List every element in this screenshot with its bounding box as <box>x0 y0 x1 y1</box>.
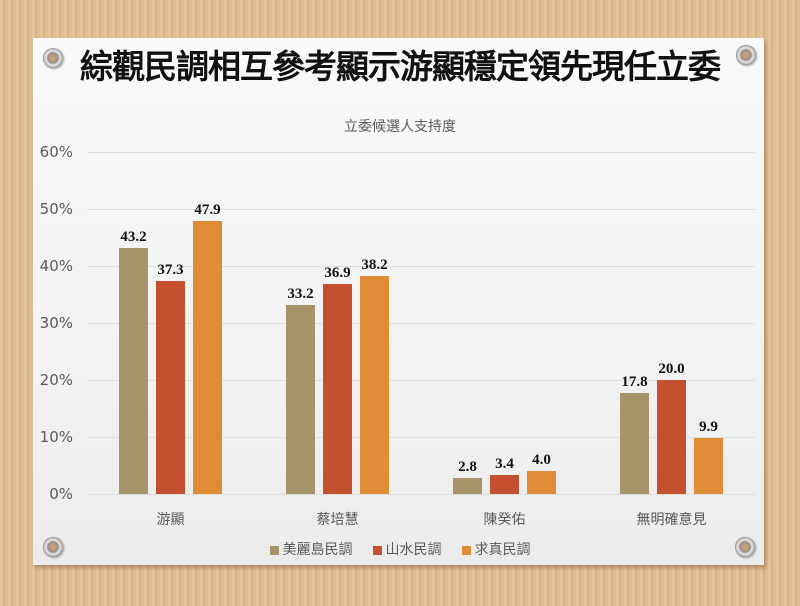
data-label: 2.8 <box>458 459 477 476</box>
legend-item: 美麗島民調 <box>269 541 353 559</box>
bar <box>694 437 723 494</box>
y-axis-tick-label: 10% <box>39 428 73 446</box>
gridline <box>87 323 755 324</box>
data-label: 36.9 <box>324 264 351 281</box>
legend-item: 山水民調 <box>372 541 442 559</box>
data-label: 9.9 <box>699 418 718 435</box>
grommet-top-left-icon <box>43 48 63 68</box>
grommet-bottom-left-icon <box>43 537 63 557</box>
bar <box>193 220 222 494</box>
data-label: 3.4 <box>495 455 514 472</box>
legend-swatch-icon <box>461 545 471 555</box>
gridline <box>87 266 755 267</box>
legend-label: 美麗島民調 <box>282 542 353 558</box>
bar <box>156 281 185 494</box>
legend-item: 求真民調 <box>461 541 531 559</box>
category-label: 游顯 <box>156 512 185 528</box>
gridline <box>87 437 755 438</box>
bar <box>323 283 352 494</box>
gridline <box>87 380 755 381</box>
chart-title: 立委候選人支持度 <box>344 119 456 135</box>
category-label: 陳癸佑 <box>483 512 526 528</box>
y-axis-tick-label: 0% <box>49 485 73 503</box>
category-label: 無明確意見 <box>636 512 707 528</box>
grommet-bottom-right-icon <box>735 537 755 557</box>
data-label: 33.2 <box>287 285 314 302</box>
data-label: 4.0 <box>532 452 551 469</box>
gridline <box>87 494 755 495</box>
bar <box>657 380 686 494</box>
y-axis-tick-label: 30% <box>39 314 73 332</box>
data-label: 43.2 <box>120 228 147 245</box>
bar <box>527 471 556 494</box>
bar <box>620 392 649 494</box>
bar <box>453 478 482 494</box>
data-label: 38.2 <box>361 257 388 274</box>
data-label: 20.0 <box>658 361 685 377</box>
y-axis-tick-label: 60% <box>39 143 73 161</box>
gridline <box>87 209 755 210</box>
page-title: 綜觀民調相互參考顯示游顯穩定領先現任立委 <box>80 47 721 86</box>
bar <box>360 276 389 494</box>
legend-label: 求真民調 <box>474 542 531 558</box>
data-label: 17.8 <box>621 373 648 390</box>
data-label: 47.9 <box>194 201 221 218</box>
bar <box>490 474 519 494</box>
grommet-top-right-icon <box>736 45 756 65</box>
bar <box>119 247 148 494</box>
y-axis-tick-label: 20% <box>39 371 73 389</box>
legend-swatch-icon <box>372 545 382 555</box>
y-axis-tick-label: 40% <box>39 257 73 275</box>
y-axis-tick-label: 50% <box>39 200 73 218</box>
gridline <box>87 152 755 153</box>
legend-swatch-icon <box>269 545 279 555</box>
legend-label: 山水民調 <box>385 542 442 558</box>
data-label: 37.3 <box>157 262 184 279</box>
category-label: 蔡培慧 <box>316 512 359 528</box>
bar <box>286 304 315 494</box>
chart-legend: 美麗島民調 山水民調 求真民調 <box>0 541 800 559</box>
